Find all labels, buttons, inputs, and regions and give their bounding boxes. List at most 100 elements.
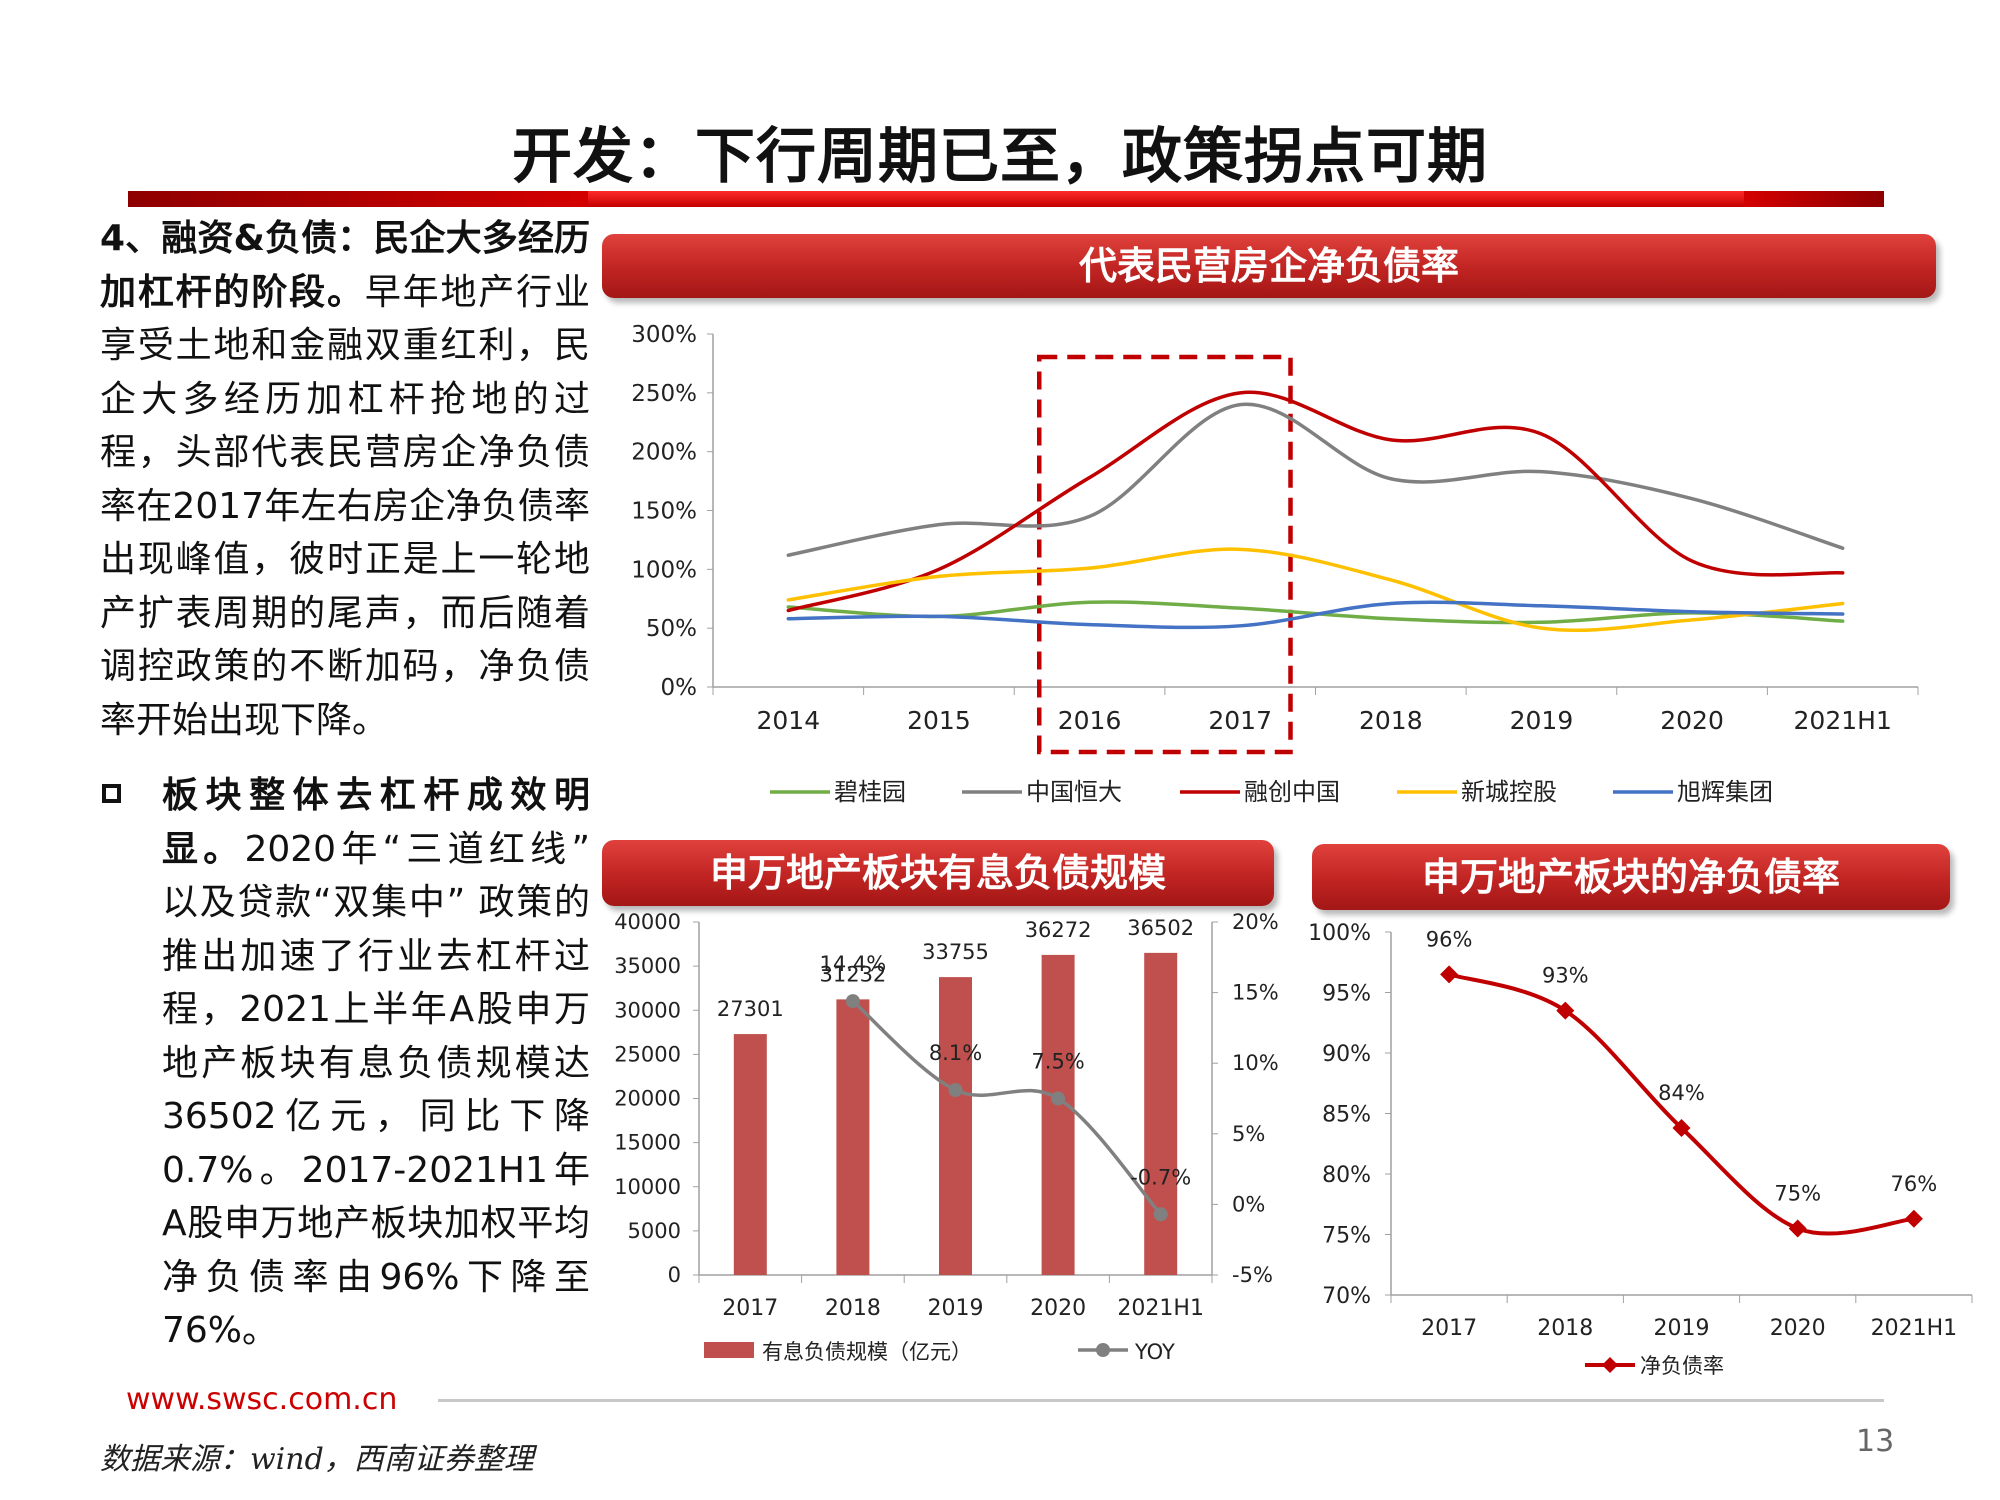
- net-debt-ratio-point: [1672, 1119, 1691, 1138]
- right-tick-label: 20%: [1232, 910, 1279, 934]
- net-debt-ratio-point: [1556, 1001, 1575, 1020]
- y-tick-label: 200%: [631, 440, 697, 466]
- debt-bar-label: 31232: [819, 962, 886, 986]
- website-footer: www.swsc.com.cn: [126, 1382, 398, 1417]
- y-tick-label: 70%: [1322, 1284, 1371, 1309]
- left-tick-label: 5000: [628, 1219, 681, 1243]
- y-tick-label: 300%: [631, 322, 697, 348]
- debt-bar: [939, 977, 972, 1275]
- financing-paragraph: 4、融资&负债：民企大多经历加杠杆的阶段。早年地产行业享受土地和金融双重红利，民…: [100, 212, 590, 747]
- y-tick-label: 0%: [661, 675, 698, 701]
- x-tick-label: 2017: [1421, 1316, 1477, 1341]
- net-debt-ratio-point: [1788, 1219, 1807, 1238]
- yoy-label: 7.5%: [1031, 1050, 1084, 1074]
- left-tick-label: 10000: [614, 1175, 681, 1199]
- x-tick-label: 2014: [757, 706, 821, 735]
- left-tick-label: 20000: [614, 1087, 681, 1111]
- title-underline-left-accent: [128, 191, 588, 207]
- sector-net-debt-ratio-chart: 100% 95% 90% 85% 80% 75% 70% 2017 2018 2019 2020 20…: [1308, 921, 1973, 1375]
- right-tick-label: 10%: [1232, 1051, 1279, 1075]
- right-tick-label: 0%: [1232, 1192, 1265, 1216]
- deleveraging-body: 2020年“三道红线” 以及贷款“双集中” 政策的推出加速了行业去杠杆过程，20…: [162, 828, 590, 1352]
- y-tick-label: 150%: [631, 499, 697, 525]
- x-tick-label: 2021H1: [1871, 1316, 1958, 1341]
- y-tick-label: 50%: [646, 616, 697, 642]
- deleveraging-heading: 板块整体去杠杆成效明显。: [162, 775, 590, 870]
- y-tick-label: 90%: [1322, 1042, 1371, 1067]
- yoy-point: [1051, 1091, 1066, 1106]
- net-debt-ratio-label: 96%: [1426, 927, 1473, 951]
- main-chart-title-banner: 代表民营房企净负债率: [602, 234, 1936, 298]
- series-line-旭辉集团: [786, 600, 1845, 630]
- y-tick-label: 75%: [1322, 1224, 1371, 1249]
- legend-label: 有息负债规模（亿元）: [762, 1340, 972, 1364]
- net-debt-ratio-label: 76%: [1891, 1172, 1938, 1196]
- legend-label: 中国恒大: [1026, 778, 1122, 806]
- x-tick-label: 2020: [1770, 1316, 1826, 1341]
- x-tick-label: 2018: [1537, 1316, 1593, 1341]
- debt-bar-label: 36272: [1025, 918, 1092, 942]
- series-line-中国恒大: [786, 402, 1845, 557]
- legend-swatch-marker: [1096, 1343, 1110, 1357]
- debt-bar-label: 36502: [1127, 916, 1194, 940]
- financing-body: 早年地产行业享受土地和金融双重红利，民企大多经历加杠杆抢地的过程，头部代表民营房…: [100, 271, 590, 741]
- deleveraging-paragraph: 板块整体去杠杆成效明显。2020年“三道红线” 以及贷款“双集中” 政策的推出加…: [100, 769, 590, 1358]
- financing-heading: 4、融资&负债：民企大多经历加杠杆的阶段。: [100, 218, 590, 313]
- left-tick-label: 35000: [614, 954, 681, 978]
- yoy-label: 14.4%: [820, 952, 887, 976]
- y-tick-label: 100%: [1308, 921, 1371, 946]
- x-tick-label: 2016: [1058, 706, 1122, 735]
- legend-label: YOY: [1134, 1340, 1175, 1364]
- debt-bar: [733, 1034, 767, 1275]
- page-title: 开发：下行周期已至，政策拐点可期: [512, 122, 1488, 192]
- left-tick-label: 25000: [614, 1042, 681, 1066]
- legend-label: 新城控股: [1461, 778, 1557, 806]
- yoy-point: [948, 1083, 963, 1098]
- series-line-新城控股: [786, 547, 1845, 633]
- yoy-label: -0.7%: [1130, 1165, 1191, 1189]
- x-tick-label: 2017: [1208, 706, 1272, 735]
- y-tick-label: 80%: [1322, 1163, 1371, 1188]
- right-tick-label: 15%: [1232, 981, 1279, 1005]
- y-tick-label: 250%: [631, 381, 697, 407]
- left-tick-label: 15000: [614, 1131, 681, 1155]
- developer-net-debt-ratio-chart: 300% 250% 200% 150% 100% 50% 0% 2014 2015 2016 201…: [631, 322, 1919, 806]
- yoy-point: [845, 994, 860, 1009]
- right-tick-label: -5%: [1232, 1263, 1273, 1287]
- x-tick-label: 2019: [928, 1296, 984, 1321]
- legend-label: 旭辉集团: [1677, 778, 1773, 806]
- x-tick-label: 2015: [907, 706, 971, 735]
- x-tick-label: 2019: [1654, 1316, 1710, 1341]
- net-debt-ratio-label: 93%: [1542, 964, 1589, 988]
- debt-bar: [836, 999, 870, 1275]
- sector-interest-debt-chart: 40000 35000 30000 25000 20000 15000 10000 5000 0…: [614, 910, 1279, 1364]
- title-underline-right-accent: [1744, 191, 1884, 207]
- net-debt-ratio-point: [1904, 1209, 1923, 1228]
- page-number: 13: [1856, 1424, 1895, 1459]
- x-tick-label: 2021H1: [1794, 706, 1892, 735]
- x-tick-label: 2018: [825, 1296, 881, 1321]
- debt-bar: [1041, 954, 1075, 1275]
- left-tick-label: 0: [668, 1263, 681, 1287]
- x-tick-label: 2020: [1030, 1296, 1086, 1321]
- debt-bar-label: 27301: [717, 997, 784, 1021]
- square-bullet-icon: [102, 784, 121, 803]
- x-tick-label: 2017: [722, 1296, 778, 1321]
- legend-swatch-marker: [1602, 1357, 1618, 1373]
- net-debt-ratio-point: [1440, 965, 1459, 984]
- right-tick-label: 5%: [1232, 1122, 1265, 1146]
- y-tick-label: 100%: [631, 557, 697, 583]
- legend-swatch: [704, 1342, 754, 1358]
- net-debt-ratio-label: 84%: [1658, 1081, 1705, 1105]
- yoy-label: 8.1%: [929, 1041, 982, 1065]
- y-tick-label: 85%: [1322, 1103, 1371, 1128]
- yoy-line: [851, 999, 1163, 1216]
- debt-bar: [1144, 952, 1178, 1275]
- yoy-point: [1153, 1207, 1168, 1222]
- deleveraging-bullet: 板块整体去杠杆成效明显。2020年“三道红线” 以及贷款“双集中” 政策的推出加…: [100, 769, 590, 1358]
- series-line-融创中国: [786, 390, 1845, 613]
- net-debt-ratio-label: 75%: [1774, 1181, 1821, 1205]
- legend-label: 净负债率: [1640, 1354, 1724, 1375]
- x-tick-label: 2018: [1359, 706, 1423, 735]
- y-tick-label: 95%: [1322, 982, 1371, 1007]
